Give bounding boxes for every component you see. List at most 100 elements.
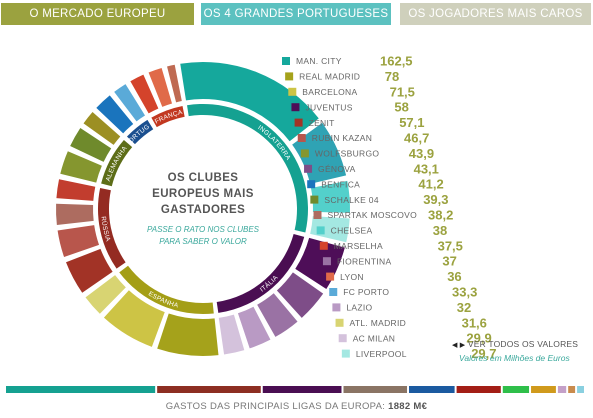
club-arc-ac-milan[interactable] [218,314,245,355]
club-arc-franca-other-2[interactable] [167,64,182,103]
club-row[interactable]: BENFICA 41,2 [307,177,444,192]
club-name: CHELSEA [331,226,373,236]
club-row[interactable]: ZENIT 57,1 [294,115,425,130]
club-row[interactable]: ATL. MADRID 31,6 [335,315,487,330]
club-row[interactable]: MARSELHA 37,5 [319,238,463,253]
footer-bar-segment[interactable] [157,386,261,393]
club-row[interactable]: BARCELONA 71,5 [288,84,415,99]
club-row[interactable]: FC PORTO 33,3 [329,285,477,300]
league-arc-italia[interactable] [216,233,305,313]
league-arc-franca[interactable] [151,106,185,128]
club-arc-man-city[interactable] [180,62,319,142]
club-arc-fc-porto[interactable] [114,84,146,122]
footer-bar-segment[interactable] [262,386,342,393]
center-circle [111,117,295,301]
league-arc-espanha[interactable] [119,265,214,315]
club-arc-atl-madrid[interactable] [85,275,126,314]
club-name: ATL. MADRID [350,318,407,328]
club-row[interactable]: LYON 36 [326,269,462,284]
club-name: FIORENTINA [337,256,392,266]
tab-grandes-portugueses[interactable]: OS 4 GRANDES PORTUGUESES [201,3,391,25]
footer-bar-segment[interactable] [6,386,156,393]
club-arc-lazio[interactable] [237,306,271,349]
footer-bar-segment[interactable] [456,386,501,393]
club-swatch [329,288,338,296]
club-arc-chelsea[interactable] [310,180,350,213]
club-value: 38 [433,223,447,238]
club-name: MARSELHA [334,241,383,251]
footer-label: GASTOS DAS PRINCIPAIS LIGAS DA EUROPA: 1… [0,401,593,412]
club-row[interactable]: GÉNOVA 43,1 [304,161,439,176]
league-arc-russia[interactable] [98,188,126,269]
tab-jogadores-caros[interactable]: OS JOGADORES MAIS CAROS [400,3,591,25]
ver-todos-link[interactable]: ◀ ▶ VER TODOS OS VALORES [452,339,578,349]
center-panel: OS CLUBES EUROPEUS MAIS GASTADORES PASSE… [147,172,260,246]
footer-bar-segment[interactable] [502,386,530,393]
club-name: LIVERPOOL [356,349,407,359]
footer-total-value: 1882 M€ [388,401,428,412]
club-row[interactable]: FIORENTINA 37 [322,254,457,269]
club-arc-alemanha-other-2[interactable] [83,112,121,145]
club-swatch [282,57,290,65]
club-arc-russia-other-3[interactable] [56,179,96,201]
center-hint-line-1: PASSE O RATO NOS CLUBES [147,225,260,234]
club-swatch [310,195,319,204]
league-arc-alemanha[interactable] [101,139,133,187]
club-swatch [297,134,306,142]
club-name: REAL MADRID [299,72,360,82]
club-name: ZENIT [309,118,335,128]
footer-bar-segment[interactable] [557,386,567,393]
club-swatch [285,72,294,81]
club-arc-schalke-04[interactable] [70,128,112,162]
club-value: 46,7 [404,131,429,146]
club-swatch [322,257,331,266]
club-arc-spartak-moscovo[interactable] [56,203,94,225]
club-row[interactable]: MAN. CITY 162,5 [282,54,413,69]
club-swatch [291,103,300,112]
club-row[interactable]: REAL MADRID 78 [285,69,399,84]
footer-bar-segment[interactable] [531,386,556,393]
club-row[interactable]: LAZIO 32 [332,300,471,315]
club-value: 31,6 [462,315,487,330]
club-arc-marselha[interactable] [130,74,159,114]
club-arc-liverpool[interactable] [310,216,350,243]
club-arc-real-madrid[interactable] [157,313,219,356]
footer-bar-segment[interactable] [343,386,408,393]
club-arc-rubin-kazan[interactable] [57,225,100,257]
club-row[interactable]: SPARTAK MOSCOVO 38,2 [313,208,454,223]
club-row[interactable]: JUVENTUS 58 [291,100,409,115]
club-row[interactable]: CHELSEA 38 [316,223,448,238]
club-value: 41,2 [418,177,443,192]
club-swatch [332,303,341,312]
club-arc-lyon[interactable] [148,67,173,107]
club-row[interactable]: WOLFSBURGO 43,9 [300,146,434,161]
club-name: FC PORTO [343,287,389,297]
club-arc-genova[interactable] [276,272,324,318]
club-name: JUVENTUS [305,102,352,112]
tab-mercado-europeu[interactable]: O MERCADO EUROPEU [1,3,194,25]
club-value: 58 [394,100,408,115]
club-value: 78 [385,69,399,84]
footer-bar-segment[interactable] [568,386,576,393]
club-arc-benfica[interactable] [96,95,134,134]
club-arc-zenit[interactable] [66,248,113,293]
club-arc-wolfsburgo[interactable] [60,151,102,183]
league-arc-portugal[interactable] [126,119,154,145]
club-name: RUBIN KAZAN [312,133,372,143]
club-arc-barcelona[interactable] [103,290,165,347]
center-title-line-2: EUROPEUS MAIS [152,188,254,200]
club-row[interactable]: SCHALKE 04 39,3 [310,192,449,207]
club-swatch [288,87,297,96]
club-row[interactable]: AC MILAN 29,9 [338,331,492,346]
footer-bar-segment[interactable] [577,386,584,393]
club-row[interactable]: LIVERPOOL 29,7 [341,346,497,361]
club-arc-fiorentina[interactable] [257,293,298,337]
club-swatch [313,211,322,219]
club-row[interactable]: RUBIN KAZAN 46,7 [297,131,430,146]
club-swatch [304,164,313,173]
center-title-line-3: GASTADORES [161,204,245,216]
club-swatch [294,118,303,127]
footer-bar-segment[interactable] [409,386,455,393]
league-arc-inglaterra[interactable] [187,104,309,233]
club-name: BENFICA [321,179,360,189]
